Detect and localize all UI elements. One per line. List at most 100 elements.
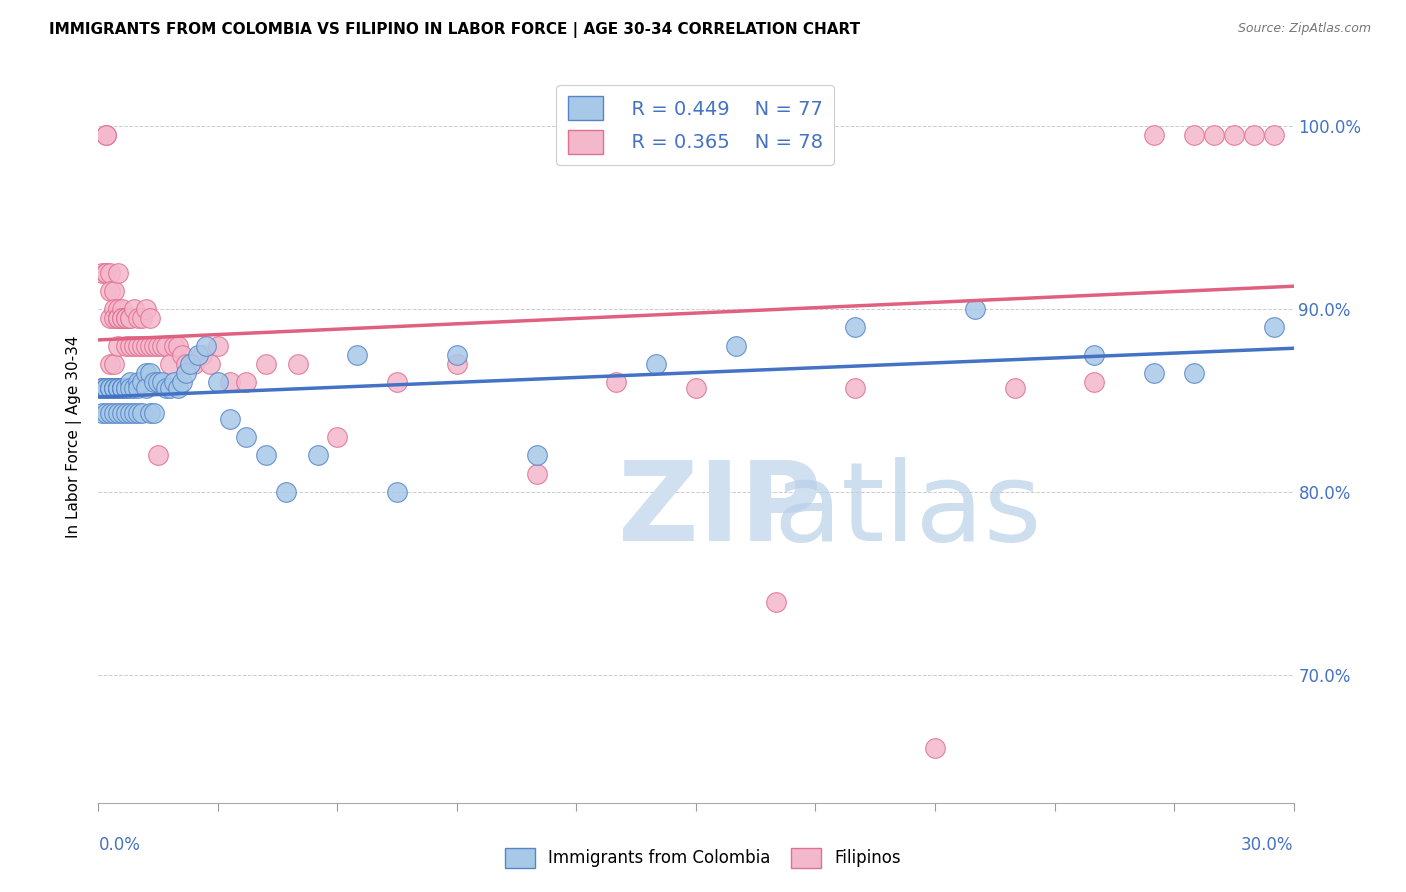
Point (1263, 320, 1285, 334)
Point (765, 594, 787, 608)
Point (131, 406, 153, 420)
Point (98, 381, 122, 395)
Point (172, 348, 194, 362)
Point (96, 381, 118, 395)
Text: Source: ZipAtlas.com: Source: ZipAtlas.com (1237, 22, 1371, 36)
Point (111, 381, 134, 395)
Point (96, 381, 118, 395)
Point (446, 348, 468, 362)
Point (844, 320, 866, 334)
Point (174, 357, 197, 371)
Point (111, 311, 134, 326)
Point (446, 357, 468, 371)
Point (254, 357, 277, 371)
Point (103, 301, 125, 316)
Point (107, 265, 129, 279)
Point (526, 448, 548, 462)
Point (139, 311, 162, 326)
Point (385, 484, 409, 499)
Point (91, 406, 114, 420)
Point (143, 375, 166, 389)
Point (326, 430, 349, 444)
Point (103, 284, 125, 298)
Point (96, 406, 118, 420)
Point (96, 265, 118, 279)
Point (131, 311, 153, 326)
Point (124, 338, 146, 352)
Point (115, 311, 138, 326)
Point (91, 265, 114, 279)
Point (174, 366, 197, 380)
Point (844, 381, 866, 395)
Point (207, 338, 229, 352)
Point (172, 375, 194, 389)
Point (115, 338, 138, 352)
Point (1202, 128, 1225, 143)
Point (139, 338, 162, 352)
Text: IMMIGRANTS FROM COLOMBIA VS FILIPINO IN LABOR FORCE | AGE 30-34 CORRELATION CHAR: IMMIGRANTS FROM COLOMBIA VS FILIPINO IN … (49, 22, 860, 38)
Point (107, 381, 129, 395)
Point (111, 406, 134, 420)
Point (127, 381, 149, 395)
Point (127, 375, 149, 389)
Y-axis label: In Labor Force | Age 30-34: In Labor Force | Age 30-34 (66, 335, 83, 539)
Point (207, 375, 229, 389)
Point (103, 381, 125, 395)
Text: ZIP: ZIP (619, 457, 821, 564)
Point (124, 381, 146, 395)
Point (1243, 128, 1265, 143)
Point (103, 357, 125, 371)
Point (191, 348, 214, 362)
Point (219, 375, 242, 389)
Point (107, 381, 129, 395)
Point (91, 381, 114, 395)
Point (120, 311, 142, 326)
Point (107, 311, 129, 326)
Point (143, 338, 166, 352)
Point (120, 375, 142, 389)
Point (183, 357, 205, 371)
Point (103, 381, 125, 395)
Point (127, 311, 149, 326)
Point (274, 484, 297, 499)
Point (150, 338, 173, 352)
Point (135, 338, 157, 352)
Point (107, 338, 129, 352)
Point (98, 357, 122, 371)
Point (1083, 375, 1105, 389)
Point (98, 406, 122, 420)
Point (135, 366, 157, 380)
Point (1143, 366, 1166, 380)
Point (107, 406, 129, 420)
Point (107, 381, 129, 395)
Point (526, 467, 548, 481)
Point (96, 128, 118, 143)
Point (139, 366, 162, 380)
Point (98, 284, 122, 298)
Point (111, 311, 134, 326)
Text: 30.0%: 30.0% (1241, 836, 1294, 854)
Text: 0.0%: 0.0% (98, 836, 141, 854)
Point (96, 265, 118, 279)
Point (115, 381, 138, 395)
Point (187, 348, 209, 362)
Point (120, 381, 142, 395)
Point (131, 375, 153, 389)
Point (107, 381, 129, 395)
Point (103, 381, 125, 395)
Point (98, 381, 122, 395)
Point (605, 375, 627, 389)
Point (1182, 366, 1205, 380)
Point (120, 406, 142, 420)
Point (91, 381, 114, 395)
Point (107, 381, 129, 395)
Point (124, 406, 146, 420)
Point (103, 381, 125, 395)
Point (1182, 128, 1205, 143)
Point (159, 381, 181, 395)
Point (195, 338, 218, 352)
Point (148, 338, 170, 352)
Point (155, 338, 177, 352)
Point (120, 311, 142, 326)
Point (111, 381, 134, 395)
